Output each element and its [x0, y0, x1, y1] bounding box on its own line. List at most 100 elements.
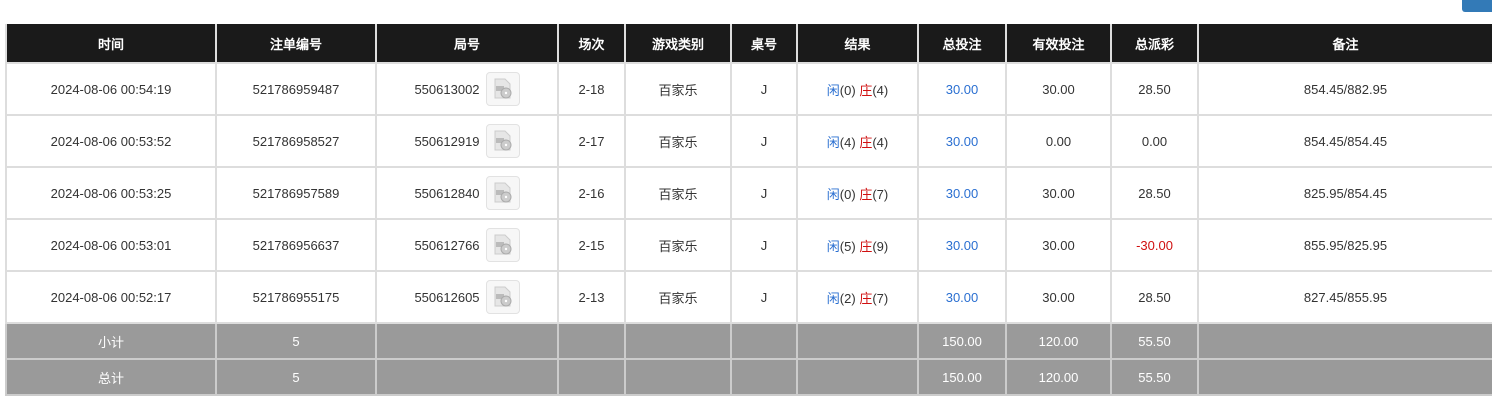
round-cell: 550612840: [375, 166, 559, 220]
banker-score: (7): [872, 290, 889, 306]
round-id: 550612605: [414, 289, 480, 305]
valid-bet: 0.00: [1005, 114, 1112, 168]
column-header: 注单编号: [215, 24, 377, 64]
bet-id: 521786955175: [215, 270, 377, 324]
result: 闲(0) 庄(4): [796, 62, 919, 116]
total-valid-bet: 120.00: [1005, 358, 1112, 396]
bet-id: 521786956637: [215, 218, 377, 272]
session: 2-17: [557, 114, 626, 168]
total-count: 5: [215, 358, 377, 396]
subtotal-row: 小计 5 150.00 120.00 55.50: [5, 322, 1492, 360]
subtotal-payout: 55.50: [1110, 322, 1199, 360]
bet-id: 521786957589: [215, 166, 377, 220]
round-cell: 550612919: [375, 114, 559, 168]
player-score: (4): [839, 134, 856, 150]
top-action-button[interactable]: [1462, 0, 1492, 12]
column-header: 总派彩: [1110, 24, 1199, 64]
round-cell: 550612605: [375, 270, 559, 324]
valid-bet: 30.00: [1005, 62, 1112, 116]
player-label: 闲: [826, 186, 840, 202]
game-type: 百家乐: [624, 270, 732, 324]
banker-label: 庄: [859, 238, 873, 254]
valid-bet: 30.00: [1005, 166, 1112, 220]
subtotal-label: 小计: [5, 322, 217, 360]
payout: 0.00: [1110, 114, 1199, 168]
table-number: J: [730, 114, 798, 168]
table-number: J: [730, 270, 798, 324]
total-bet-link[interactable]: 30.00: [917, 218, 1007, 272]
banker-label: 庄: [859, 82, 873, 98]
video-replay-icon[interactable]: [485, 280, 520, 314]
banker-score: (9): [872, 238, 889, 254]
valid-bet: 30.00: [1005, 218, 1112, 272]
table-number: J: [730, 62, 798, 116]
round-id: 550612840: [414, 185, 480, 201]
note: 854.45/882.95: [1197, 62, 1492, 116]
game-type: 百家乐: [624, 166, 732, 220]
subtotal-valid-bet: 120.00: [1005, 322, 1112, 360]
table-header: 时间 注单编号 局号 场次 游戏类别 桌号 结果 总投注 有效投注 总派彩 备注: [5, 24, 1492, 64]
total-bet-link[interactable]: 30.00: [917, 270, 1007, 324]
column-header: 时间: [5, 24, 217, 64]
player-score: (0): [839, 82, 856, 98]
video-replay-icon[interactable]: [485, 72, 520, 106]
column-header: 结果: [796, 24, 919, 64]
payout: 28.50: [1110, 62, 1199, 116]
result: 闲(0) 庄(7): [796, 166, 919, 220]
subtotal-count: 5: [215, 322, 377, 360]
bet-time: 2024-08-06 00:53:52: [5, 114, 217, 168]
player-label: 闲: [826, 290, 840, 306]
column-header: 游戏类别: [624, 24, 732, 64]
valid-bet: 30.00: [1005, 270, 1112, 324]
player-score: (2): [839, 290, 856, 306]
session: 2-13: [557, 270, 626, 324]
total-row: 总计 5 150.00 120.00 55.50: [5, 358, 1492, 396]
game-type: 百家乐: [624, 218, 732, 272]
banker-score: (7): [872, 186, 889, 202]
payout: -30.00: [1110, 218, 1199, 272]
video-replay-icon[interactable]: [485, 176, 520, 210]
note: 827.45/855.95: [1197, 270, 1492, 324]
banker-score: (4): [872, 134, 889, 150]
result: 闲(2) 庄(7): [796, 270, 919, 324]
total-bet-link[interactable]: 30.00: [917, 62, 1007, 116]
payout: 28.50: [1110, 166, 1199, 220]
total-bet-link[interactable]: 30.00: [917, 166, 1007, 220]
result: 闲(5) 庄(9): [796, 218, 919, 272]
total-label: 总计: [5, 358, 217, 396]
payout: 28.50: [1110, 270, 1199, 324]
table-number: J: [730, 166, 798, 220]
banker-label: 庄: [859, 134, 873, 150]
video-replay-icon[interactable]: [485, 228, 520, 262]
banker-score: (4): [872, 82, 889, 98]
column-header: 有效投注: [1005, 24, 1112, 64]
bet-id: 521786959487: [215, 62, 377, 116]
player-label: 闲: [826, 82, 840, 98]
session: 2-18: [557, 62, 626, 116]
note: 855.95/825.95: [1197, 218, 1492, 272]
round-id: 550612766: [414, 237, 480, 253]
player-label: 闲: [826, 134, 840, 150]
total-payout: 55.50: [1110, 358, 1199, 396]
table-row: 2024-08-06 00:52:17 521786955175 5506126…: [5, 270, 1492, 324]
column-header: 局号: [375, 24, 559, 64]
result: 闲(4) 庄(4): [796, 114, 919, 168]
video-replay-icon[interactable]: [485, 124, 520, 158]
total-bet-link[interactable]: 30.00: [917, 114, 1007, 168]
subtotal-total-bet: 150.00: [917, 322, 1007, 360]
table-row: 2024-08-06 00:53:25 521786957589 5506128…: [5, 166, 1492, 220]
round-id: 550613002: [414, 81, 480, 97]
bet-records-table: 时间 注单编号 局号 场次 游戏类别 桌号 结果 总投注 有效投注 总派彩 备注 2024-08-0…: [5, 24, 1492, 396]
round-cell: 550613002: [375, 62, 559, 116]
bet-time: 2024-08-06 00:53:01: [5, 218, 217, 272]
player-label: 闲: [826, 238, 840, 254]
table-row: 2024-08-06 00:53:52 521786958527 5506129…: [5, 114, 1492, 168]
round-cell: 550612766: [375, 218, 559, 272]
table-number: J: [730, 218, 798, 272]
table-row: 2024-08-06 00:53:01 521786956637 5506127…: [5, 218, 1492, 272]
column-header: 场次: [557, 24, 626, 64]
game-type: 百家乐: [624, 62, 732, 116]
game-type: 百家乐: [624, 114, 732, 168]
player-score: (0): [839, 186, 856, 202]
bet-time: 2024-08-06 00:54:19: [5, 62, 217, 116]
